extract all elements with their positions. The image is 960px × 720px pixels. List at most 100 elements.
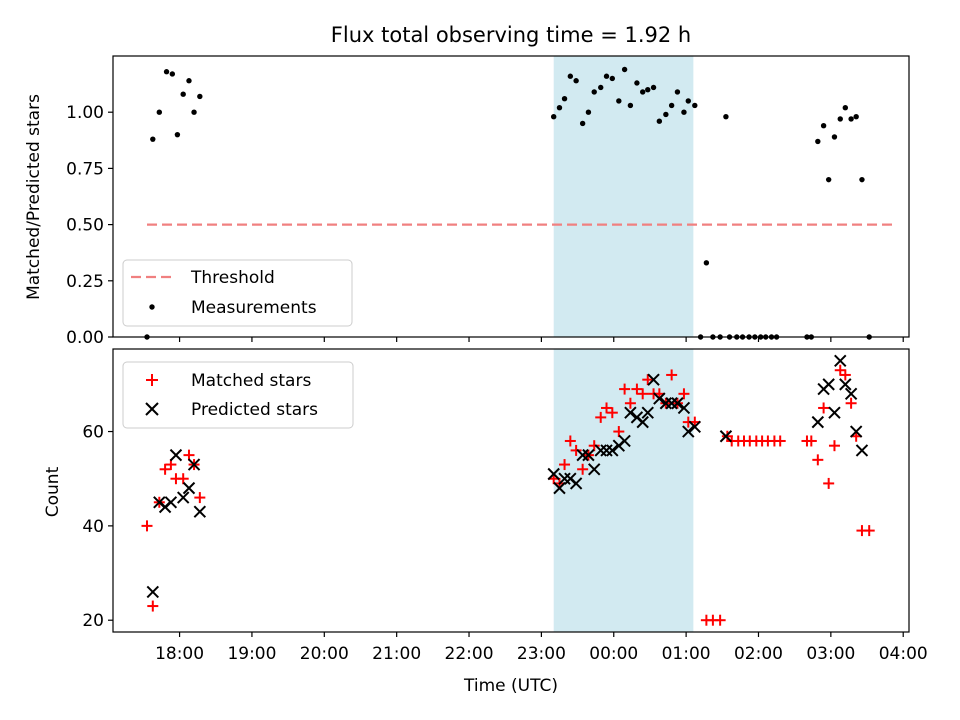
- predicted-star-point-b: [176, 491, 190, 504]
- predicted-star-point: [641, 406, 654, 419]
- matched-star-point: [714, 614, 726, 626]
- x-tick-label: 19:00: [227, 644, 276, 664]
- x-tick-label: 21:00: [372, 644, 421, 664]
- predicted-star-point: [547, 467, 560, 481]
- legend-measurements-swatch: [149, 304, 155, 310]
- predicted-star-point: [822, 378, 835, 391]
- predicted-star-point: [682, 425, 695, 438]
- predicted-star-point: [719, 430, 733, 443]
- bottom-y-axis-label: Count: [43, 466, 63, 517]
- bottom-axes-frame: [112, 348, 910, 633]
- legend-matched-swatch: [146, 374, 158, 386]
- matched-star-point: [839, 369, 851, 381]
- y-tick-label: 1.00: [66, 103, 104, 123]
- predicted-star-point: [182, 481, 196, 495]
- measurement-point: [556, 105, 563, 111]
- matched-star-point: [147, 600, 159, 612]
- y-tick-label: 0.75: [66, 159, 104, 179]
- matched-star-point: [601, 402, 613, 414]
- measurement-point: [656, 118, 663, 124]
- predicted-star-point: [659, 397, 673, 410]
- legend-measurements-label: Measurements: [191, 298, 317, 318]
- predicted-star-point-b: [855, 444, 869, 457]
- predicted-star-point: [647, 373, 660, 386]
- predicted-star-point-b: [688, 420, 702, 434]
- predicted-star-point: [600, 444, 613, 457]
- predicted-star-point: [671, 397, 684, 410]
- measurement-point: [567, 73, 574, 79]
- measurement-point: [674, 89, 681, 95]
- top-y-ticks: 0.00 0.25 0.50 0.75 1.00: [66, 103, 113, 348]
- bottom-legend-box: [122, 361, 354, 429]
- measurement-point: [842, 105, 849, 111]
- bottom-x-ticks: 18:00 19:00 20:00 21:00 22:00 23:00 00:00 01:00…: [155, 632, 928, 664]
- predicted-star-point: [624, 406, 637, 419]
- predicted-star-point-b: [844, 387, 858, 401]
- measurement-point: [197, 93, 203, 100]
- x-tick-label: 18:00: [155, 644, 204, 664]
- x-tick-label: 20:00: [300, 644, 349, 664]
- predicted-star-point: [146, 585, 160, 599]
- matched-star-point: [828, 440, 840, 452]
- measurement-point: [825, 176, 832, 183]
- matched-star-point: [613, 426, 625, 438]
- measurement-point: [561, 96, 568, 102]
- matched-star-point: [863, 525, 875, 537]
- predicted-star-point-b: [849, 425, 863, 438]
- predicted-star-point: [844, 387, 858, 401]
- measurement-point: [550, 113, 557, 120]
- predicted-star-point: [558, 472, 571, 485]
- predicted-star-point-b: [671, 397, 684, 410]
- top-legend: Threshold Measurements: [122, 259, 353, 327]
- legend-matched-label: Matched stars: [191, 371, 311, 391]
- measurement-point: [831, 134, 838, 140]
- matched-star-point: [774, 435, 786, 447]
- predicted-star-point-b: [624, 406, 637, 419]
- legend-predicted-swatch: [145, 402, 159, 416]
- matched-star-point: [845, 397, 857, 409]
- matched-star-point: [823, 477, 835, 489]
- measurement-point: [685, 98, 691, 104]
- matched-star-point: [619, 383, 631, 395]
- predicted-star-point: [594, 444, 607, 457]
- predicted-star-point: [169, 448, 183, 462]
- matched-stars-points: [141, 364, 875, 626]
- measurement-point: [180, 91, 186, 97]
- predicted-star-point-b: [169, 448, 183, 462]
- matched-star-point: [642, 374, 654, 386]
- measurement-point: [598, 84, 604, 91]
- predicted-star-point: [688, 420, 702, 434]
- measurement-point: [169, 71, 176, 77]
- measurement-points: [144, 66, 872, 340]
- x-tick-label: 00:00: [589, 644, 638, 664]
- predicted-star-point: [606, 444, 619, 457]
- matched-star-point: [606, 407, 618, 419]
- measurement-point: [150, 136, 156, 142]
- x-tick-label: 04:00: [879, 644, 928, 664]
- predicted-star-point-b: [636, 415, 649, 429]
- predicted-star-point: [811, 415, 825, 429]
- y-tick-label: 0.25: [66, 272, 104, 292]
- predicted-star-point-b: [665, 397, 678, 410]
- x-tick-label: 01:00: [662, 644, 711, 664]
- measurement-point: [621, 66, 628, 73]
- predicted-star-point-b: [588, 463, 601, 476]
- shaded-span: [553, 56, 694, 337]
- measurement-point: [668, 102, 675, 109]
- top-y-axis-label: Matched/Predicted stars: [24, 94, 44, 300]
- predicted-star-point-b: [594, 444, 607, 457]
- measurement-point: [156, 109, 163, 115]
- measurement-point: [634, 80, 640, 86]
- matched-star-point: [588, 440, 600, 452]
- measurement-point: [848, 116, 854, 122]
- predicted-star-point: [618, 434, 631, 448]
- predicted-star-point-b: [659, 397, 673, 410]
- predicted-star-point-b: [828, 406, 841, 419]
- matched-star-point: [834, 364, 846, 376]
- measurement-point: [640, 89, 646, 95]
- top-x-ticks: [178, 337, 904, 342]
- bottom-panel: 20 40 60 18:00 19:00 20:00 21:00 22:00 23:00 00:…: [43, 348, 928, 696]
- matched-star-point: [194, 492, 206, 504]
